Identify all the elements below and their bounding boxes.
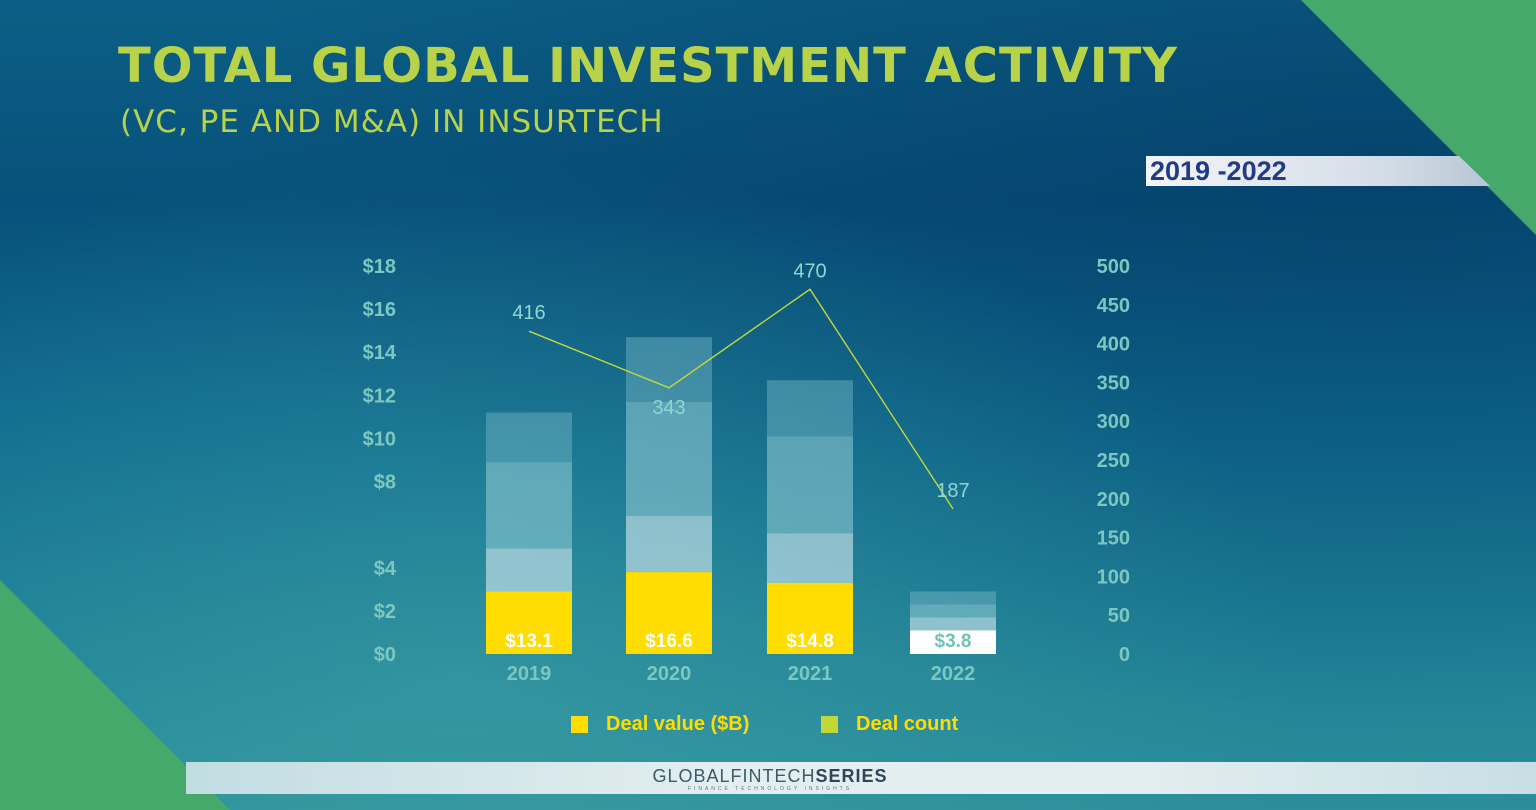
right-axis-tick-label: 100 (1097, 566, 1130, 588)
bar-segment (767, 380, 853, 437)
legend-item-deal-count: Deal count (821, 712, 958, 736)
deal-value-bar (486, 591, 572, 654)
legend-label-deal-value: Deal value ($B) (606, 712, 750, 735)
x-axis-label: 2022 (931, 663, 976, 685)
period-banner (1146, 156, 1490, 186)
left-axis-tick-label: $0 (374, 644, 396, 666)
brand-tagline: FINANCE TECHNOLOGY INSIGHTS (687, 786, 853, 792)
brand-name-bold: SERIES (815, 766, 888, 786)
x-axis-label: 2020 (647, 663, 692, 685)
right-axis-tick-label: 400 (1097, 334, 1130, 356)
deal-count-label: 470 (793, 260, 826, 282)
left-axis-tick-label: $4 (374, 558, 397, 580)
brand-name: GLOBALFINTECH (652, 766, 816, 786)
deal-count-line (528, 288, 954, 510)
right-axis-tick-label: 150 (1097, 528, 1130, 550)
deal-value-label: $13.1 (505, 631, 553, 652)
legend-item-deal-value: Deal value ($B) (571, 712, 749, 736)
x-axis-label: 2019 (507, 663, 552, 685)
left-axis-tick-label: $16 (363, 299, 396, 321)
bar-segment (486, 462, 572, 549)
bar-segment (626, 337, 712, 402)
period-label: 2019 -2022 (1150, 156, 1287, 186)
chart-title: TOTAL GLOBAL INVESTMENT ACTIVITY (118, 38, 1179, 94)
deal-value-bar (626, 572, 712, 654)
bar-segment (910, 591, 996, 605)
deal-value-label: $3.8 (935, 631, 972, 652)
bar-segment (626, 401, 712, 517)
deal-value-bar (767, 582, 853, 654)
bar-segment (767, 436, 853, 534)
left-axis-tick-label: $2 (374, 601, 396, 623)
chart-subtitle: (VC, PE AND M&A) IN INSURTECH (120, 104, 664, 140)
corner-accent-top-right (1301, 0, 1536, 235)
bar-segment (486, 548, 572, 592)
right-axis-tick-label: 50 (1108, 605, 1130, 627)
bar-segment (910, 617, 996, 631)
right-axis-tick-label: 450 (1097, 295, 1130, 317)
brand-logo: GLOBALFINTECHSERIES (645, 766, 895, 787)
left-axis-tick-label: $14 (363, 342, 397, 364)
deal-value-swatch (571, 715, 588, 733)
deal-value-label: $14.8 (786, 631, 834, 652)
deal-count-swatch (821, 715, 838, 733)
bar-segment (626, 516, 712, 573)
x-axis-label: 2021 (788, 663, 833, 685)
left-axis-tick-label: $10 (363, 428, 396, 450)
deal-count-label: 343 (652, 397, 685, 419)
left-axis-tick-label: $12 (363, 385, 396, 407)
left-axis-tick-label: $8 (374, 472, 396, 494)
footer-band (186, 762, 1536, 794)
right-axis-tick-label: 0 (1119, 644, 1130, 666)
deal-count-label: 416 (512, 302, 545, 324)
deal-value-bar (910, 630, 996, 654)
legend-label-deal-count: Deal count (856, 712, 959, 735)
bar-segment (910, 604, 996, 618)
right-axis-tick-label: 300 (1097, 411, 1130, 433)
right-axis-tick-label: 350 (1097, 372, 1130, 394)
bar-segment (486, 412, 572, 463)
deal-count-label: 187 (936, 480, 969, 502)
bar-segment (767, 533, 853, 583)
left-axis-tick-label: $18 (363, 256, 396, 278)
right-axis-tick-label: 250 (1097, 450, 1130, 472)
right-axis-tick-label: 500 (1097, 256, 1130, 278)
right-axis-tick-label: 200 (1097, 489, 1130, 511)
deal-value-label: $16.6 (645, 631, 693, 652)
